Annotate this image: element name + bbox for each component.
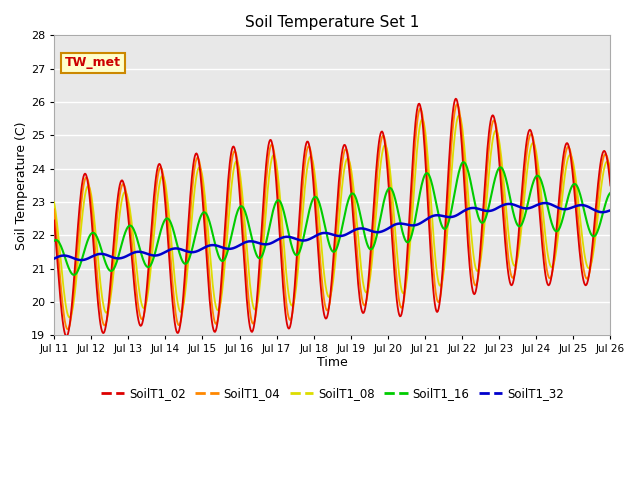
Y-axis label: Soil Temperature (C): Soil Temperature (C) — [15, 121, 28, 250]
Text: TW_met: TW_met — [65, 56, 121, 69]
Legend: SoilT1_02, SoilT1_04, SoilT1_08, SoilT1_16, SoilT1_32: SoilT1_02, SoilT1_04, SoilT1_08, SoilT1_… — [96, 382, 568, 404]
Title: Soil Temperature Set 1: Soil Temperature Set 1 — [245, 15, 419, 30]
X-axis label: Time: Time — [317, 356, 348, 369]
